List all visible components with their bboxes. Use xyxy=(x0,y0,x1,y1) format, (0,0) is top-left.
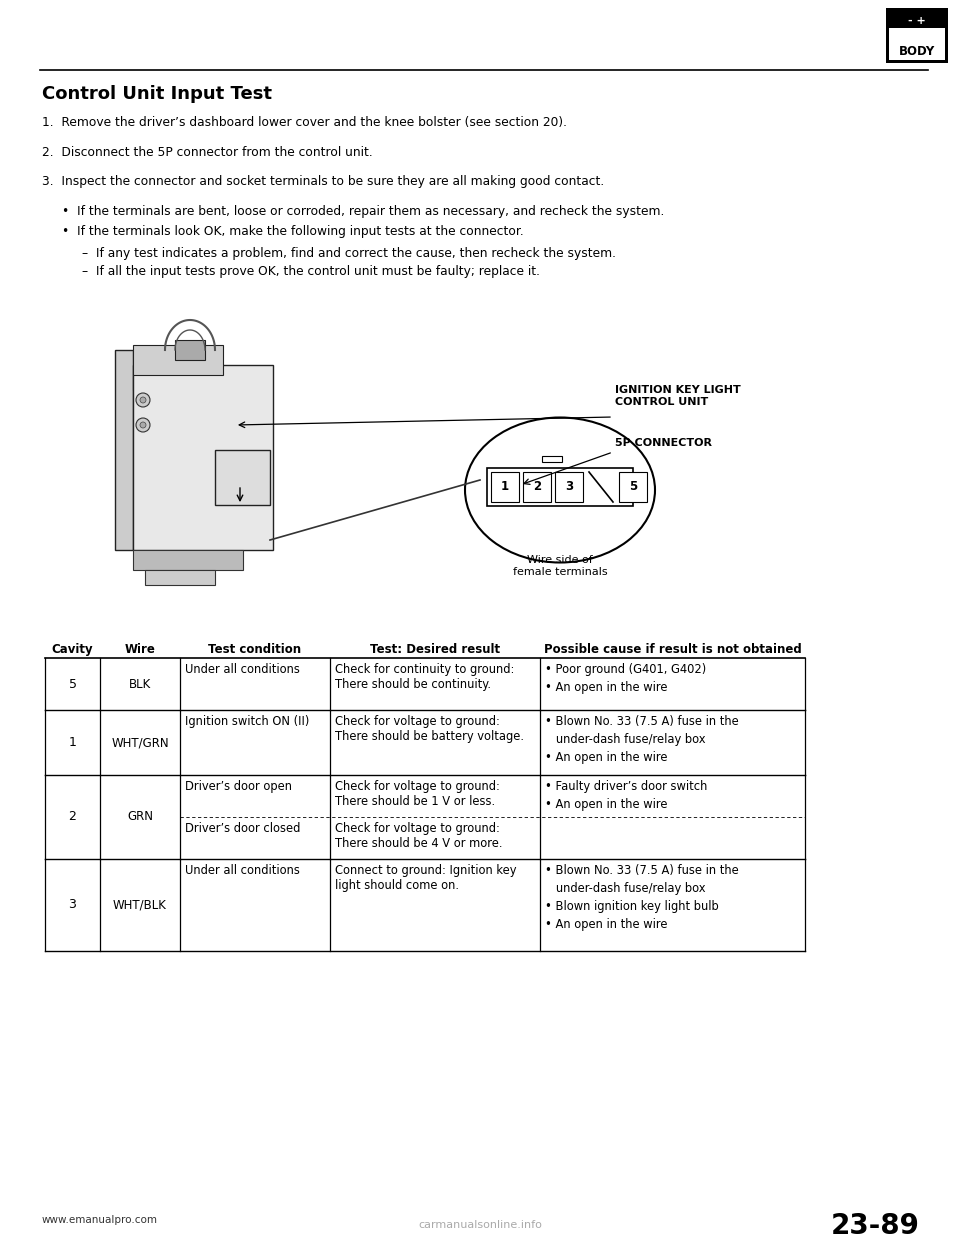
Text: BLK: BLK xyxy=(129,677,151,691)
Text: Test: Desired result: Test: Desired result xyxy=(370,643,500,656)
Bar xyxy=(145,570,215,585)
Circle shape xyxy=(136,419,150,432)
Bar xyxy=(133,550,243,570)
Bar xyxy=(889,29,945,60)
Bar xyxy=(115,350,133,550)
Text: 3: 3 xyxy=(68,898,77,912)
Text: 1: 1 xyxy=(68,737,77,749)
Bar xyxy=(133,365,273,550)
Text: • Blown No. 33 (7.5 A) fuse in the
   under-dash fuse/relay box
• Blown ignition: • Blown No. 33 (7.5 A) fuse in the under… xyxy=(545,864,739,932)
Text: 1: 1 xyxy=(501,481,509,493)
Text: Cavity: Cavity xyxy=(52,643,93,656)
Text: WHT/BLK: WHT/BLK xyxy=(113,898,167,912)
Text: Ignition switch ON (II): Ignition switch ON (II) xyxy=(185,715,309,728)
Text: 3.  Inspect the connector and socket terminals to be sure they are all making go: 3. Inspect the connector and socket term… xyxy=(42,175,604,188)
Text: •  If the terminals look OK, make the following input tests at the connector.: • If the terminals look OK, make the fol… xyxy=(62,225,524,238)
Text: Check for voltage to ground:
There should be 4 V or more.: Check for voltage to ground: There shoul… xyxy=(335,822,502,850)
Text: WHT/GRN: WHT/GRN xyxy=(111,737,169,749)
Bar xyxy=(491,472,519,502)
Circle shape xyxy=(140,397,146,402)
Text: Wire side of
female terminals: Wire side of female terminals xyxy=(513,555,608,578)
Text: 1.  Remove the driver’s dashboard lower cover and the knee bolster (see section : 1. Remove the driver’s dashboard lower c… xyxy=(42,116,567,129)
Text: 5: 5 xyxy=(68,677,77,691)
Bar xyxy=(215,450,270,505)
Circle shape xyxy=(136,392,150,407)
Text: Check for voltage to ground:
There should be battery voltage.: Check for voltage to ground: There shoul… xyxy=(335,715,524,743)
Bar xyxy=(542,456,562,462)
Text: BODY: BODY xyxy=(899,45,935,58)
Text: 3: 3 xyxy=(564,481,573,493)
Text: • Faulty driver’s door switch
• An open in the wire: • Faulty driver’s door switch • An open … xyxy=(545,780,708,811)
Text: –  If all the input tests prove OK, the control unit must be faulty; replace it.: – If all the input tests prove OK, the c… xyxy=(82,265,540,278)
Text: Check for voltage to ground:
There should be 1 V or less.: Check for voltage to ground: There shoul… xyxy=(335,780,500,809)
Bar xyxy=(619,472,647,502)
Text: 23-89: 23-89 xyxy=(831,1212,920,1240)
Bar xyxy=(133,376,153,390)
Text: GRN: GRN xyxy=(127,811,153,823)
Text: 2.  Disconnect the 5P connector from the control unit.: 2. Disconnect the 5P connector from the … xyxy=(42,147,372,159)
Bar xyxy=(175,340,205,360)
Text: –  If any test indicates a problem, find and correct the cause, then recheck the: – If any test indicates a problem, find … xyxy=(82,247,616,260)
Text: Driver’s door open: Driver’s door open xyxy=(185,780,292,792)
Bar xyxy=(886,7,948,63)
Text: 5: 5 xyxy=(629,481,637,493)
Text: •  If the terminals are bent, loose or corroded, repair them as necessary, and r: • If the terminals are bent, loose or co… xyxy=(62,205,664,219)
Text: 2: 2 xyxy=(68,811,77,823)
Bar xyxy=(523,472,551,502)
Text: Control Unit Input Test: Control Unit Input Test xyxy=(42,84,272,103)
Bar xyxy=(133,345,223,375)
Text: • Poor ground (G401, G402)
• An open in the wire: • Poor ground (G401, G402) • An open in … xyxy=(545,663,707,694)
Bar xyxy=(555,472,583,502)
Text: Under all conditions: Under all conditions xyxy=(185,864,300,877)
Text: www.emanualpro.com: www.emanualpro.com xyxy=(42,1215,158,1225)
Text: Check for continuity to ground:
There should be continuity.: Check for continuity to ground: There sh… xyxy=(335,663,515,691)
Text: Wire: Wire xyxy=(125,643,156,656)
Text: 2: 2 xyxy=(533,481,541,493)
Text: Under all conditions: Under all conditions xyxy=(185,663,300,676)
Text: carmanualsonline.info: carmanualsonline.info xyxy=(418,1220,542,1230)
Text: Test condition: Test condition xyxy=(208,643,301,656)
Text: Possible cause if result is not obtained: Possible cause if result is not obtained xyxy=(543,643,802,656)
Text: Driver’s door closed: Driver’s door closed xyxy=(185,822,300,835)
Bar xyxy=(487,468,633,505)
Circle shape xyxy=(140,422,146,428)
Text: - +: - + xyxy=(908,16,925,26)
Text: IGNITION KEY LIGHT
CONTROL UNIT: IGNITION KEY LIGHT CONTROL UNIT xyxy=(615,385,741,406)
Text: Connect to ground: Ignition key
light should come on.: Connect to ground: Ignition key light sh… xyxy=(335,864,516,892)
Text: 5P CONNECTOR: 5P CONNECTOR xyxy=(615,438,712,448)
Ellipse shape xyxy=(465,417,655,563)
Text: • Blown No. 33 (7.5 A) fuse in the
   under-dash fuse/relay box
• An open in the: • Blown No. 33 (7.5 A) fuse in the under… xyxy=(545,715,739,764)
